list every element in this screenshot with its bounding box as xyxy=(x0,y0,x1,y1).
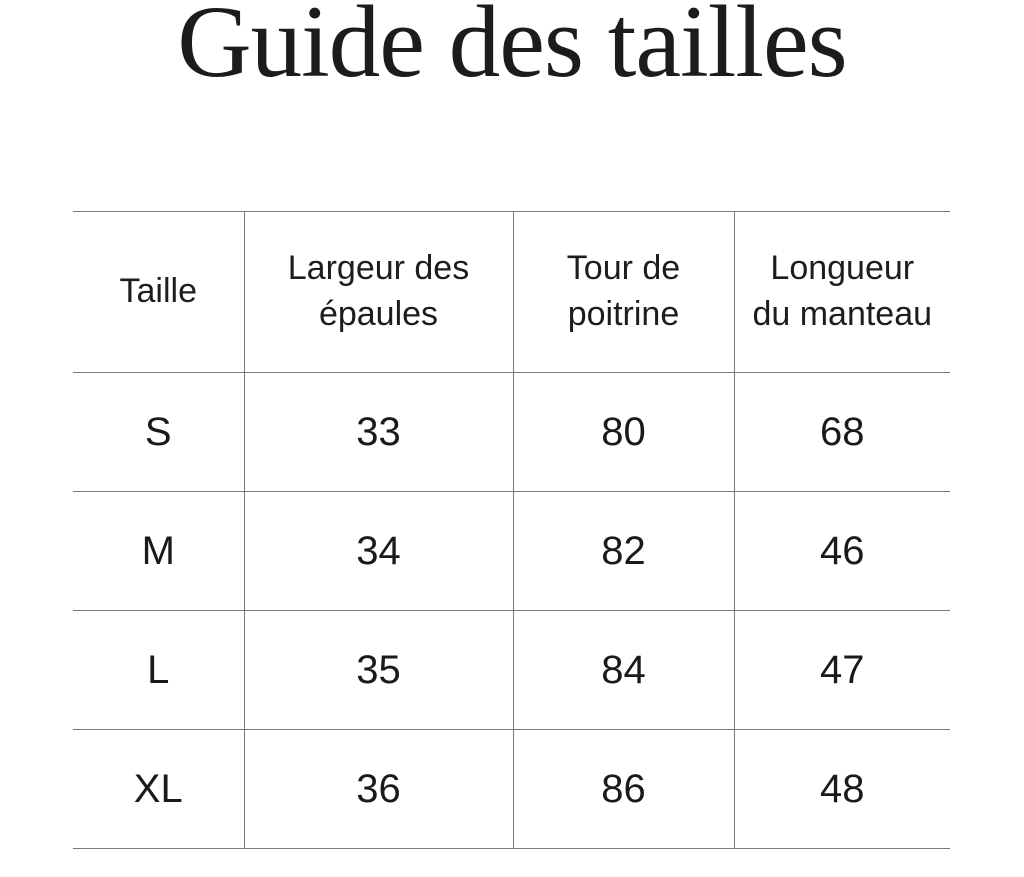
size-label: M xyxy=(73,491,244,611)
shoulder-value: 35 xyxy=(243,610,513,730)
col-header-size: Taille xyxy=(73,211,244,373)
chest-value: 84 xyxy=(512,610,734,730)
page-title: Guide des tailles xyxy=(177,0,848,99)
col-header-shoulder-width: Largeur des épaules xyxy=(243,211,513,373)
chest-value: 82 xyxy=(512,491,734,611)
table-row-xl: XL 36 86 48 xyxy=(73,729,950,849)
chest-value: 80 xyxy=(512,372,734,492)
size-label: S xyxy=(73,372,244,492)
size-table: Taille Largeur des épaules Tour de poitr… xyxy=(73,211,950,849)
size-label: XL xyxy=(73,729,244,849)
length-value: 68 xyxy=(733,372,950,492)
table-row-l: L 35 84 47 xyxy=(73,610,950,730)
table-row-s: S 33 80 68 xyxy=(73,372,950,492)
chest-value: 86 xyxy=(512,729,734,849)
table-row-m: M 34 82 46 xyxy=(73,491,950,611)
length-value: 47 xyxy=(733,610,950,730)
col-header-coat-length: Longueur du manteau xyxy=(733,211,950,373)
shoulder-value: 33 xyxy=(243,372,513,492)
shoulder-value: 34 xyxy=(243,491,513,611)
header-row: Taille Largeur des épaules Tour de poitr… xyxy=(73,211,950,373)
length-value: 48 xyxy=(733,729,950,849)
col-header-chest: Tour de poitrine xyxy=(512,211,734,373)
length-value: 46 xyxy=(733,491,950,611)
shoulder-value: 36 xyxy=(243,729,513,849)
size-label: L xyxy=(73,610,244,730)
